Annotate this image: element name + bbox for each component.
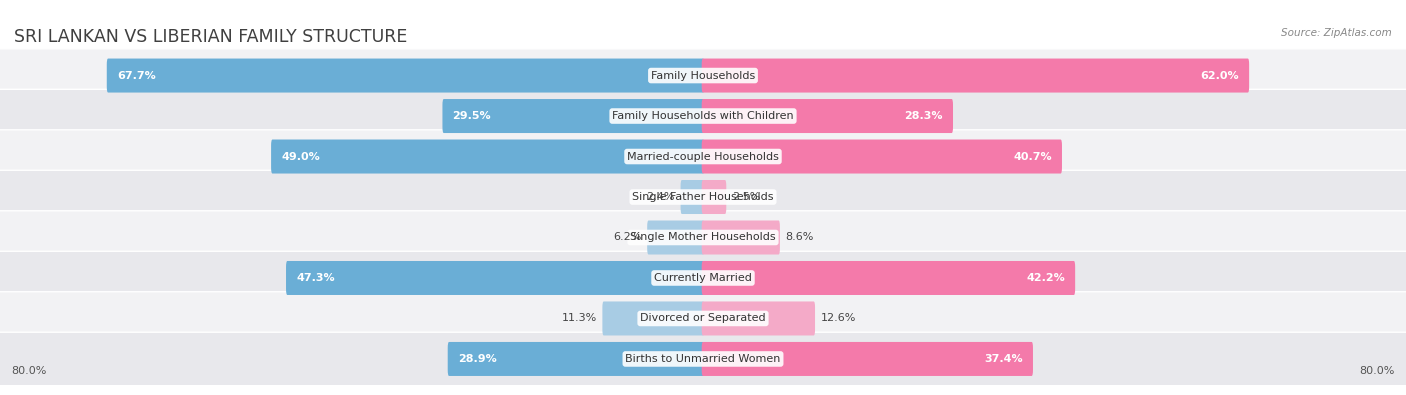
FancyBboxPatch shape xyxy=(702,220,780,254)
FancyBboxPatch shape xyxy=(702,139,1062,173)
Text: Family Households: Family Households xyxy=(651,71,755,81)
Text: 28.9%: 28.9% xyxy=(458,354,496,364)
Text: 2.5%: 2.5% xyxy=(733,192,761,202)
FancyBboxPatch shape xyxy=(602,301,704,335)
Text: Divorced or Separated: Divorced or Separated xyxy=(640,314,766,324)
FancyBboxPatch shape xyxy=(0,89,1406,143)
FancyBboxPatch shape xyxy=(647,220,704,254)
FancyBboxPatch shape xyxy=(0,211,1406,264)
Text: 42.2%: 42.2% xyxy=(1026,273,1066,283)
Text: 49.0%: 49.0% xyxy=(281,152,321,162)
FancyBboxPatch shape xyxy=(702,261,1076,295)
Text: 11.3%: 11.3% xyxy=(561,314,596,324)
Text: Currently Married: Currently Married xyxy=(654,273,752,283)
FancyBboxPatch shape xyxy=(285,261,704,295)
Text: Source: ZipAtlas.com: Source: ZipAtlas.com xyxy=(1281,28,1392,38)
FancyBboxPatch shape xyxy=(107,58,704,92)
Text: Single Mother Households: Single Mother Households xyxy=(630,233,776,243)
Text: SRI LANKAN VS LIBERIAN FAMILY STRUCTURE: SRI LANKAN VS LIBERIAN FAMILY STRUCTURE xyxy=(14,28,408,46)
FancyBboxPatch shape xyxy=(0,292,1406,345)
Text: 80.0%: 80.0% xyxy=(11,366,46,376)
Text: 37.4%: 37.4% xyxy=(984,354,1024,364)
Text: 80.0%: 80.0% xyxy=(1360,366,1395,376)
Text: 12.6%: 12.6% xyxy=(821,314,856,324)
Text: 6.2%: 6.2% xyxy=(613,233,641,243)
FancyBboxPatch shape xyxy=(443,99,704,133)
FancyBboxPatch shape xyxy=(702,58,1249,92)
Text: 8.6%: 8.6% xyxy=(786,233,814,243)
FancyBboxPatch shape xyxy=(0,130,1406,183)
Text: Single Father Households: Single Father Households xyxy=(633,192,773,202)
Text: 67.7%: 67.7% xyxy=(117,71,156,81)
Text: Family Households with Children: Family Households with Children xyxy=(612,111,794,121)
FancyBboxPatch shape xyxy=(271,139,704,173)
Text: Married-couple Households: Married-couple Households xyxy=(627,152,779,162)
Text: 40.7%: 40.7% xyxy=(1014,152,1052,162)
Text: 28.3%: 28.3% xyxy=(904,111,943,121)
FancyBboxPatch shape xyxy=(0,49,1406,102)
FancyBboxPatch shape xyxy=(0,251,1406,305)
FancyBboxPatch shape xyxy=(702,99,953,133)
FancyBboxPatch shape xyxy=(681,180,704,214)
Text: 47.3%: 47.3% xyxy=(297,273,335,283)
Text: 62.0%: 62.0% xyxy=(1201,71,1239,81)
FancyBboxPatch shape xyxy=(0,332,1406,386)
FancyBboxPatch shape xyxy=(0,170,1406,224)
FancyBboxPatch shape xyxy=(447,342,704,376)
Text: 29.5%: 29.5% xyxy=(453,111,491,121)
FancyBboxPatch shape xyxy=(702,301,815,335)
Text: Births to Unmarried Women: Births to Unmarried Women xyxy=(626,354,780,364)
FancyBboxPatch shape xyxy=(702,342,1033,376)
FancyBboxPatch shape xyxy=(702,180,727,214)
Text: 2.4%: 2.4% xyxy=(647,192,675,202)
